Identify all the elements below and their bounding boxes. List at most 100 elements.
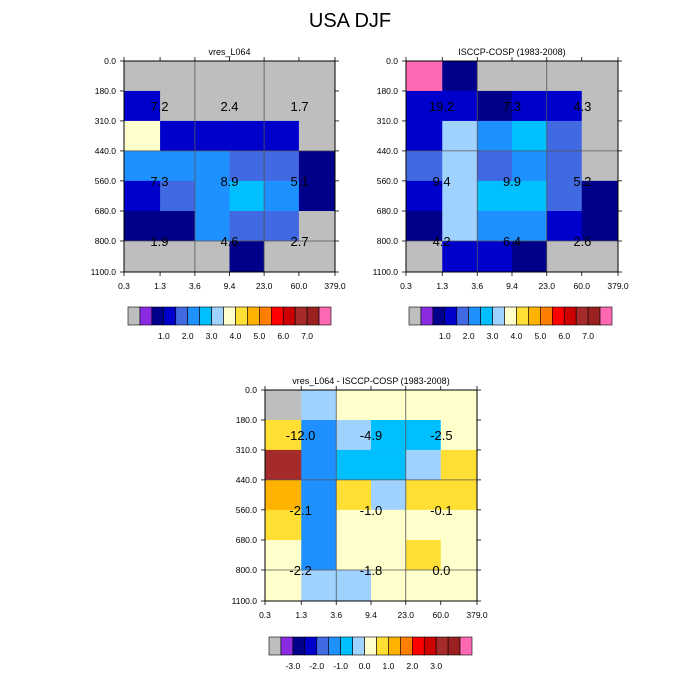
colorbar-swatch (306, 306, 320, 326)
colorbar-swatch (423, 636, 437, 656)
colorbar-swatch (575, 306, 589, 326)
x-tick-label: 9.4 (506, 281, 518, 291)
colorbar-swatch (259, 306, 272, 326)
colorbar-swatch (292, 636, 306, 656)
heatmap-cell (298, 240, 336, 273)
heatmap-cell (405, 449, 442, 481)
colorbar-swatch (316, 636, 330, 656)
colorbar-label: 3.0 (206, 331, 218, 341)
x-tick-label: 3.6 (189, 281, 201, 291)
heatmap-cell (546, 120, 583, 152)
x-tick-label: 1.3 (436, 281, 448, 291)
heatmap-cell (405, 509, 442, 541)
colorbar-label: 2.0 (182, 331, 194, 341)
heatmap-cell (546, 150, 583, 182)
heatmap-cell (512, 90, 548, 122)
heatmap-cell (264, 90, 300, 122)
heatmap-panel-1: vres_L064 0.3 1.3 3.6 9.4 23.0 60.0 379.0 0.0 180… (91, 47, 346, 341)
heatmap-cell (194, 61, 230, 92)
colorbar-swatch (247, 306, 260, 326)
data-label: 8.9 (220, 174, 238, 189)
heatmap-cell (477, 180, 513, 212)
x-tick-label: 23.0 (256, 281, 273, 291)
heatmap-cell (336, 569, 372, 602)
heatmap-cell (336, 390, 372, 421)
data-label: -2.5 (430, 428, 452, 443)
colorbar-swatch (352, 636, 365, 656)
heatmap-cell (440, 569, 478, 602)
heatmap-cell (265, 419, 302, 451)
colorbar-swatch (480, 306, 493, 326)
colorbar-swatch (235, 306, 248, 326)
x-tick-label: 23.0 (538, 281, 555, 291)
colorbar-swatch (280, 636, 294, 656)
heatmap-cell (298, 180, 336, 212)
colorbar-swatch (504, 306, 517, 326)
heatmap-cell (264, 150, 300, 182)
data-label: 2.7 (291, 234, 309, 249)
heatmap-cell (298, 61, 336, 92)
heatmap-cell (265, 509, 302, 541)
heatmap-cell (440, 509, 478, 541)
heatmap-cell (477, 150, 513, 182)
heatmap-cell (406, 211, 443, 242)
colorbar-swatch (408, 306, 422, 326)
colorbar-swatch (492, 306, 505, 326)
colorbar-label: -3.0 (286, 661, 301, 671)
heatmap-cell (265, 390, 302, 421)
heatmap-cell (301, 540, 337, 571)
heatmap-cell (264, 180, 300, 212)
heatmap-cell (301, 390, 337, 421)
colorbar-swatch (139, 306, 153, 326)
colorbar-label: 5.0 (253, 331, 265, 341)
colorbar-swatch (318, 306, 332, 326)
colorbar-label: 0.0 (359, 661, 371, 671)
data-label: -1.8 (360, 563, 382, 578)
heatmap-cell (371, 449, 407, 481)
heatmap-cell (265, 540, 302, 571)
colorbar-swatch (211, 306, 224, 326)
heatmap-cell (581, 240, 619, 273)
data-label: 9.9 (503, 174, 521, 189)
heatmap-cell (440, 449, 478, 481)
data-label: 0.0 (432, 563, 450, 578)
y-tick-label: 800.0 (95, 236, 117, 246)
heatmap-cell (371, 509, 407, 541)
y-tick-label: 560.0 (236, 505, 258, 515)
colorbar-swatch (163, 306, 177, 326)
heatmap-cell (194, 180, 230, 212)
y-tick-label: 680.0 (377, 206, 399, 216)
y-tick-label: 1100.0 (91, 267, 117, 277)
x-tick-label: 3.6 (471, 281, 483, 291)
heatmap-cell (440, 419, 478, 451)
heatmap-cell (442, 61, 478, 92)
heatmap-cell (160, 180, 196, 212)
colorbar-swatch (459, 636, 473, 656)
colorbar-swatch (599, 306, 613, 326)
heatmap-cell (581, 120, 619, 152)
colorbar-label: 4.0 (230, 331, 242, 341)
x-tick-label: 60.0 (291, 281, 308, 291)
heatmap-cell (440, 540, 478, 571)
heatmap-cell (442, 211, 478, 242)
x-tick-label: 3.6 (330, 610, 342, 620)
colorbar-swatch (294, 306, 308, 326)
heatmap-cell (477, 61, 513, 92)
heatmap-cell (298, 211, 336, 242)
data-label: -12.0 (286, 428, 316, 443)
colorbar-swatch (587, 306, 601, 326)
heatmap-cell (371, 540, 407, 571)
heatmap-cell (229, 150, 265, 182)
colorbar-swatch (364, 636, 377, 656)
heatmap-cell (406, 90, 443, 122)
heatmap-cell (406, 150, 443, 182)
heatmap-cell (405, 479, 442, 511)
main-title: USA DJF (308, 10, 392, 32)
heatmap-cell (442, 180, 478, 212)
heatmap-cell (301, 509, 337, 541)
panel-title: ISCCP-COSP (1983-2008) (458, 47, 565, 57)
x-tick-label: 379.0 (607, 281, 629, 291)
panel-title: vres_L064 - ISCCP-COSP (1983-2008) (292, 376, 449, 386)
heatmap-cell (546, 240, 583, 273)
